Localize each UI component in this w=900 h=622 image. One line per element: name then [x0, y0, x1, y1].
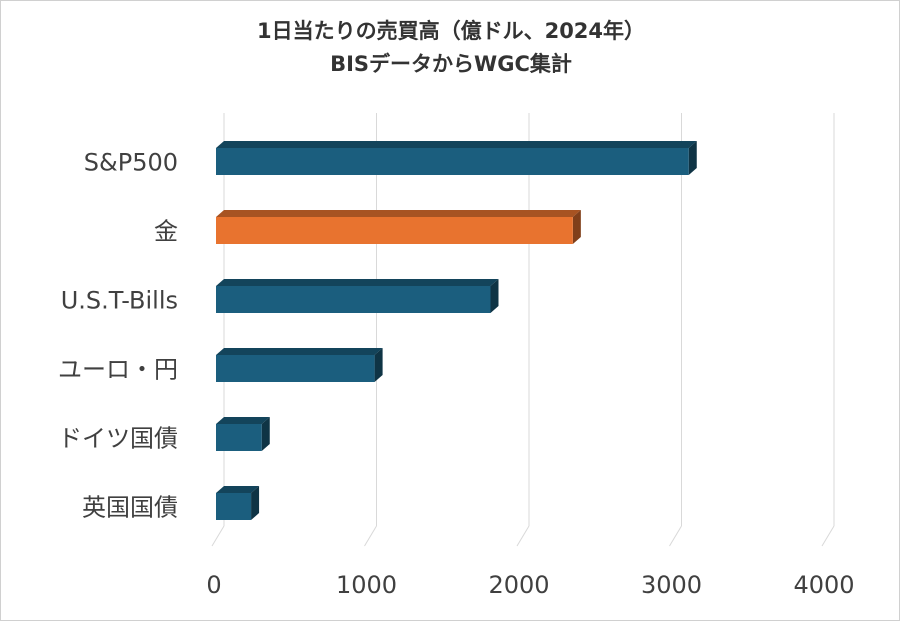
bar-side-face — [572, 210, 581, 244]
bar-U.S.T-Bills — [216, 286, 491, 313]
gridline-floor-0 — [211, 525, 225, 547]
bar-top-face — [216, 210, 581, 217]
bar-side-face — [374, 348, 383, 382]
category-label: ユーロ・円 — [58, 356, 178, 384]
bar-side-face — [490, 279, 499, 313]
category-label: U.S.T-Bills — [61, 287, 178, 315]
category-label: 英国国債 — [82, 494, 178, 522]
bar-top-face — [216, 417, 270, 424]
bar-ドイツ国債 — [216, 424, 262, 451]
x-tick-label: 0 — [206, 571, 221, 599]
bar-side-face — [251, 486, 260, 520]
gridlines — [211, 113, 835, 547]
gridline-floor-2000 — [516, 525, 530, 547]
gridline-floor-4000 — [821, 525, 835, 547]
chart-title-line-1: 1日当たりの売買高（億ドル、2024年） — [256, 19, 646, 43]
x-tick-label: 4000 — [793, 571, 854, 599]
bar-S&P500 — [216, 148, 689, 175]
chart-title-line-2: BISデータからWGC集計 — [330, 52, 572, 76]
bar-top-face — [216, 486, 260, 493]
bar-英国国債 — [216, 493, 252, 520]
bar-side-face — [261, 417, 270, 451]
bar-top-face — [216, 348, 383, 355]
bar-top-face — [216, 279, 499, 286]
chart-title: 1日当たりの売買高（億ドル、2024年） BISデータからWGC集計 — [1, 15, 900, 81]
category-label: S&P500 — [84, 149, 178, 177]
bars — [216, 141, 697, 520]
x-axis-tick-labels: 0 1000 2000 3000 4000 — [206, 571, 854, 599]
bar-side-face — [688, 141, 697, 175]
x-tick-label: 1000 — [336, 571, 397, 599]
gridline-floor-1000 — [364, 525, 377, 547]
category-label: ドイツ国債 — [58, 425, 178, 453]
x-tick-label: 3000 — [641, 571, 702, 599]
bar-top-face — [216, 141, 697, 148]
bar-金 — [216, 217, 573, 244]
x-tick-label: 2000 — [488, 571, 549, 599]
category-label: 金 — [154, 218, 178, 246]
gridline-floor-3000 — [669, 525, 682, 547]
bar-ユーロ・円 — [216, 355, 375, 382]
